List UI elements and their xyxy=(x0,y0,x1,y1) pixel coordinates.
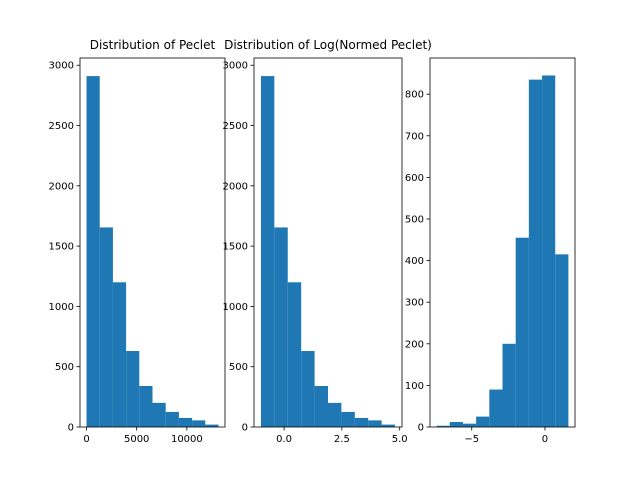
peclet-y-tick-label-2: 1000 xyxy=(49,302,74,313)
log-normed-peclet-x-tick-label-1: 2.5 xyxy=(334,434,350,445)
third-distribution-bars xyxy=(436,75,569,427)
peclet-x-tick-label-2: 10000 xyxy=(171,434,203,445)
third-distribution-y-tick-label-5: 500 xyxy=(405,214,424,225)
peclet-bar-4 xyxy=(139,386,153,427)
third-distribution-y-ticks: 0 100 200 300 400 500 600 700 800 xyxy=(405,90,430,434)
third-distribution-y-tick-label-4: 400 xyxy=(405,256,424,267)
third-distribution-bar-6 xyxy=(515,237,529,427)
third-distribution-bar-7 xyxy=(528,79,543,427)
chart-peclet: 0 5000 10000 0 500 1000 1500 2000 2500 3000 Dist… xyxy=(49,38,226,445)
third-distribution-bar-8 xyxy=(542,75,556,427)
peclet-y-tick-label-1: 500 xyxy=(55,362,74,373)
log-normed-peclet-y-tick-label-4: 2000 xyxy=(223,181,248,192)
log-normed-peclet-y-tick-label-3: 1500 xyxy=(223,242,248,253)
log-normed-peclet-bar-7 xyxy=(354,417,369,427)
peclet-bar-8 xyxy=(192,420,206,427)
log-normed-peclet-bar-3 xyxy=(301,351,315,427)
peclet-bar-9 xyxy=(205,424,219,427)
peclet-y-tick-label-4: 2000 xyxy=(49,181,74,192)
log-normed-peclet-x-tick-label-2: 5.0 xyxy=(392,434,408,445)
log-normed-peclet-y-tick-label-1: 500 xyxy=(229,362,248,373)
third-distribution-y-tick-label-3: 300 xyxy=(405,298,424,309)
third-distribution-y-tick-label-2: 200 xyxy=(405,339,424,350)
log-normed-peclet-bar-6 xyxy=(341,411,355,427)
third-distribution-bar-3 xyxy=(476,416,490,427)
peclet-bar-2 xyxy=(112,282,127,427)
peclet-bar-6 xyxy=(165,411,179,427)
third-distribution-axes-frame xyxy=(429,57,576,428)
log-normed-peclet-bar-1 xyxy=(274,227,288,427)
third-distribution-y-tick-label-7: 700 xyxy=(405,131,424,142)
peclet-y-tick-label-0: 0 xyxy=(68,423,74,434)
peclet-y-tick-label-6: 3000 xyxy=(49,61,74,72)
log-normed-peclet-bar-9 xyxy=(381,424,396,427)
third-distribution-x-tick-label-0: −5 xyxy=(464,434,479,445)
log-normed-peclet-bar-2 xyxy=(287,282,302,427)
third-distribution-bar-1 xyxy=(449,422,463,427)
third-distribution-y-tick-label-1: 100 xyxy=(405,381,424,392)
peclet-title: Distribution of Peclet xyxy=(90,38,216,52)
peclet-x-tick-label-1: 5000 xyxy=(124,434,149,445)
third-distribution-y-tick-label-0: 0 xyxy=(418,423,424,434)
peclet-x-tick-label-0: 0 xyxy=(83,434,89,445)
third-distribution-x-tick-label-1: 0 xyxy=(542,434,548,445)
log-normed-peclet-x-tick-label-0: 0.0 xyxy=(276,434,292,445)
third-distribution-x-ticks: −5 0 xyxy=(464,427,548,445)
peclet-bar-1 xyxy=(99,227,113,427)
peclet-bar-3 xyxy=(126,351,140,427)
third-distribution-bar-2 xyxy=(462,423,477,427)
third-distribution-y-tick-label-8: 800 xyxy=(405,90,424,101)
log-normed-peclet-bar-8 xyxy=(368,420,382,427)
third-distribution-y-tick-label-6: 600 xyxy=(405,173,424,184)
peclet-bar-7 xyxy=(178,417,193,427)
peclet-x-ticks: 0 5000 10000 xyxy=(83,427,203,445)
peclet-bar-5 xyxy=(152,402,166,427)
third-distribution-bar-4 xyxy=(489,389,503,427)
third-distribution-bar-9 xyxy=(555,254,569,427)
chart-third-distribution: −5 0 0 100 200 300 400 500 600 700 800 xyxy=(405,57,576,445)
log-normed-peclet-bar-0 xyxy=(260,76,275,427)
log-normed-peclet-y-tick-label-0: 0 xyxy=(242,423,248,434)
log-normed-peclet-axes-frame xyxy=(253,57,403,428)
peclet-y-tick-label-5: 2500 xyxy=(49,121,74,132)
log-normed-peclet-y-tick-label-6: 3000 xyxy=(223,61,248,72)
peclet-y-ticks: 0 500 1000 1500 2000 2500 3000 xyxy=(49,61,80,434)
log-normed-peclet-title: Distribution of Log(Normed Peclet) xyxy=(224,38,432,52)
log-normed-peclet-y-tick-label-2: 1000 xyxy=(223,302,248,313)
third-distribution-bar-0 xyxy=(436,425,450,427)
peclet-axes-frame xyxy=(79,57,226,428)
log-normed-peclet-y-ticks: 0 500 1000 1500 2000 2500 3000 xyxy=(223,61,254,434)
peclet-bar-0 xyxy=(86,76,100,427)
log-normed-peclet-bar-4 xyxy=(314,386,328,427)
log-normed-peclet-bar-5 xyxy=(328,402,342,427)
log-normed-peclet-bars xyxy=(260,76,396,427)
peclet-bars xyxy=(86,76,219,427)
peclet-y-tick-label-3: 1500 xyxy=(49,242,74,253)
log-normed-peclet-x-ticks: 0.0 2.5 5.0 xyxy=(276,427,408,445)
third-distribution-bar-5 xyxy=(502,343,516,427)
log-normed-peclet-y-tick-label-5: 2500 xyxy=(223,121,248,132)
